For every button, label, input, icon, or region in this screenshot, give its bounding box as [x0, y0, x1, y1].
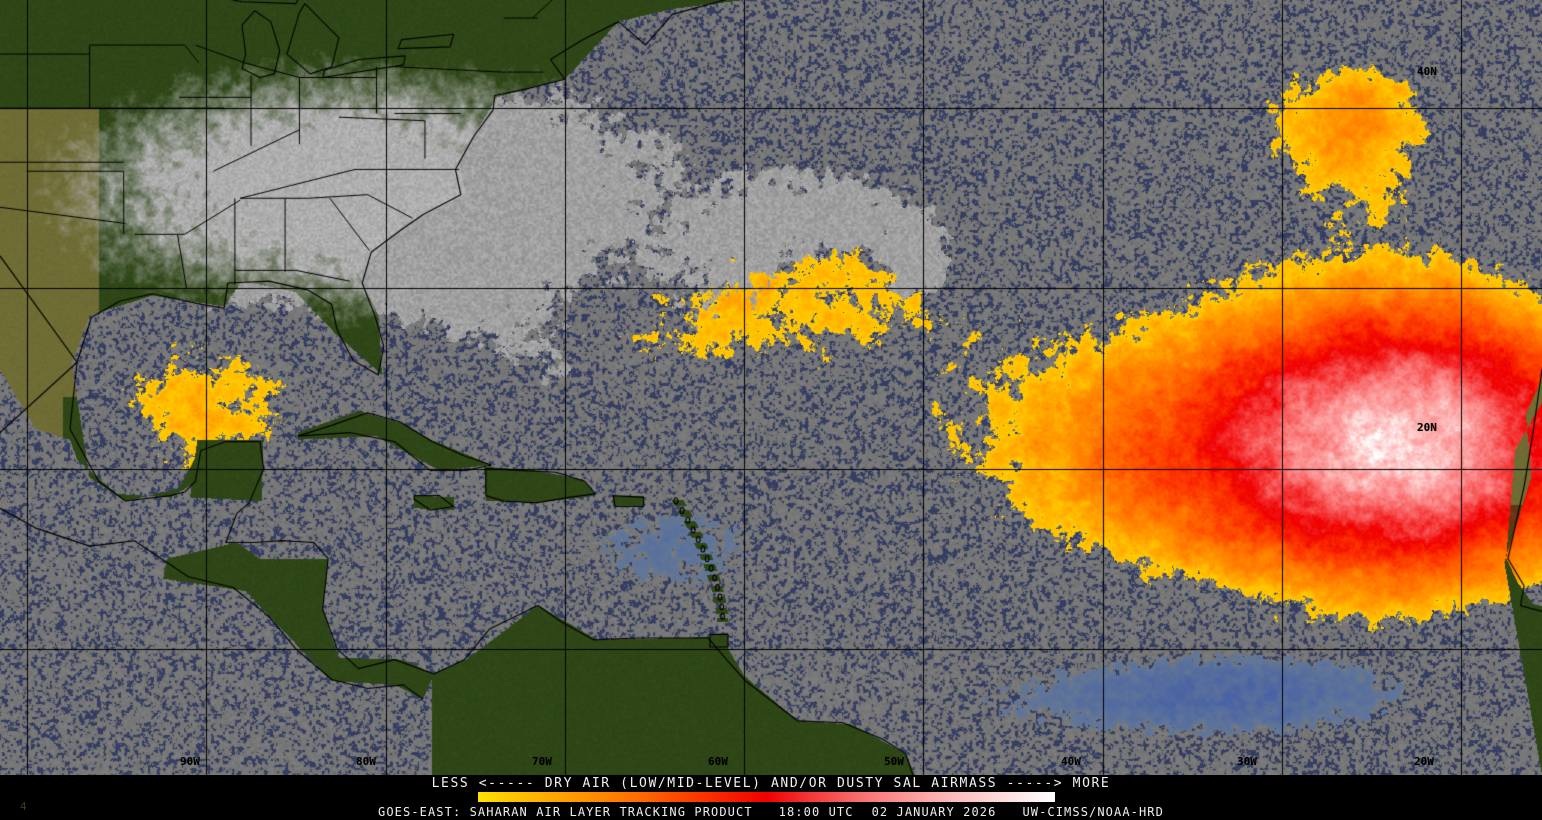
date-label: 02 JANUARY 2026: [871, 805, 997, 819]
timestamp-label: 18:00 UTC: [778, 805, 854, 819]
graticule-overlay-layer: [0, 0, 1542, 775]
frame-index-label: 4: [20, 800, 27, 813]
legend-title: LESS <----- DRY AIR (LOW/MID-LEVEL) AND/…: [431, 776, 1111, 791]
product-credits: GOES-EAST: SAHARAN AIR LAYER TRACKING PR…: [0, 805, 1542, 819]
intensity-colorbar: [478, 792, 1055, 802]
credit-label: UW-CIMSS/NOAA-HRD: [1022, 805, 1164, 819]
footer-annotation-bar: LESS <----- DRY AIR (LOW/MID-LEVEL) AND/…: [0, 775, 1542, 820]
product-name-label: GOES-EAST: SAHARAN AIR LAYER TRACKING PR…: [378, 805, 753, 819]
satellite-map[interactable]: 90W 80W 70W 60W 50W 40W 30W 20W 40N 20N: [0, 0, 1542, 775]
